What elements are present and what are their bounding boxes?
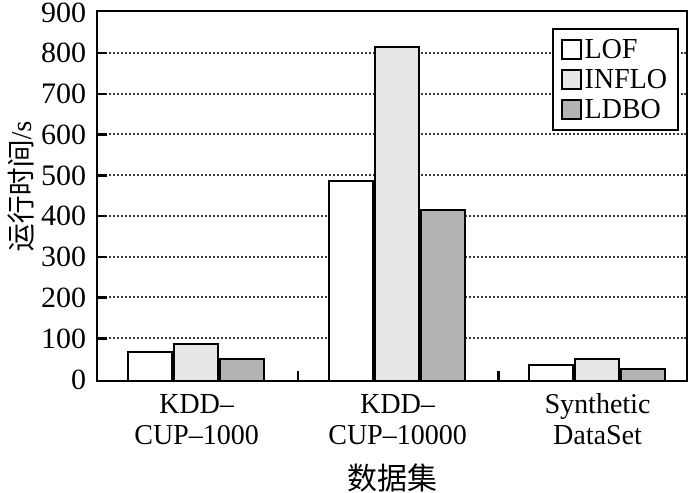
y-tick-label-100: 100 <box>41 321 86 355</box>
y-tick-label-800: 800 <box>41 36 86 70</box>
bar-lof-group2 <box>328 180 374 380</box>
legend-entry-ldbo: LDBO <box>560 94 667 125</box>
bar-inflo-group1 <box>173 343 219 380</box>
bar-ldbo-group2 <box>420 208 466 380</box>
legend-entry-inflo: INFLO <box>560 64 667 95</box>
bar-inflo-group2 <box>374 45 420 380</box>
y-tick-400 <box>98 214 107 218</box>
legend: LOF INFLO LDBO <box>551 28 679 131</box>
y-tick-label-700: 700 <box>41 77 86 111</box>
bar-lof-group1 <box>127 351 173 380</box>
legend-label-inflo: INFLO <box>584 64 667 95</box>
x-boundary-tick-2 <box>497 371 500 380</box>
y-tick-label-200: 200 <box>41 280 86 314</box>
x-category-line: CUP–10000 <box>328 420 467 451</box>
y-tick-700 <box>98 92 107 96</box>
legend-swatch-ldbo <box>560 99 582 120</box>
legend-swatch-inflo <box>560 69 582 90</box>
x-boundary-tick-1 <box>296 371 299 380</box>
bar-inflo-group3 <box>574 357 620 380</box>
y-tick-label-900: 900 <box>41 0 86 29</box>
x-category-label-1: KDD– CUP–1000 <box>87 389 307 451</box>
bar-ldbo-group3 <box>620 367 666 380</box>
y-tick-200 <box>98 296 107 299</box>
x-axis-title: 数据集 <box>347 463 437 493</box>
x-category-line: KDD– <box>360 389 435 420</box>
x-category-line: Synthetic <box>544 389 651 420</box>
x-category-line: CUP–1000 <box>134 420 259 451</box>
y-tick-label-600: 600 <box>41 117 86 151</box>
x-category-label-2: KDD– CUP–10000 <box>288 389 508 451</box>
plot-area: LOF INFLO LDBO <box>96 10 688 382</box>
legend-label-ldbo: LDBO <box>584 94 661 125</box>
y-tick-300 <box>98 255 107 259</box>
y-tick-500 <box>98 174 107 177</box>
y-tick-600 <box>98 133 107 136</box>
legend-swatch-lof <box>560 39 582 60</box>
legend-entry-lof: LOF <box>560 34 667 65</box>
x-category-line: KDD– <box>159 389 234 420</box>
y-tick-100 <box>98 337 107 340</box>
bar-lof-group3 <box>528 363 574 380</box>
legend-label-lof: LOF <box>584 34 638 65</box>
y-tick-label-0: 0 <box>71 362 86 396</box>
y-tick-800 <box>98 51 107 55</box>
y-tick-label-300: 300 <box>41 240 86 274</box>
y-tick-label-500: 500 <box>41 158 86 192</box>
x-category-label-3: Synthetic DataSet <box>488 389 700 451</box>
x-category-line: DataSet <box>553 420 642 451</box>
y-tick-label-400: 400 <box>41 199 86 233</box>
bar-ldbo-group1 <box>219 357 265 380</box>
